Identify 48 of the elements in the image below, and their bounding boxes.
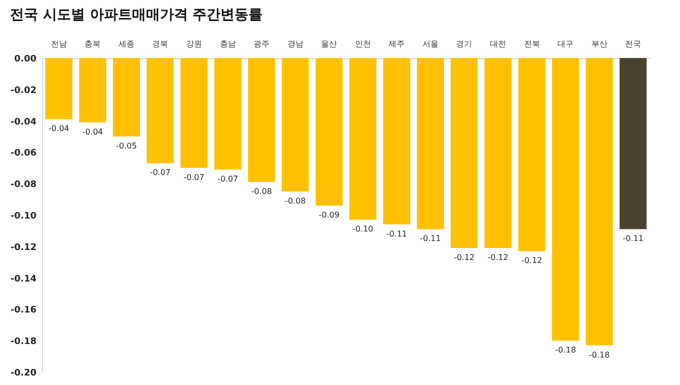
- data-label: -0.04: [48, 124, 70, 134]
- data-label: -0.11: [622, 234, 644, 244]
- data-label: -0.12: [488, 252, 508, 262]
- x-tick-label: 대전: [490, 40, 506, 48]
- chart-title: 전국 시도별 아파트매매가격 주간변동률: [10, 7, 263, 23]
- data-label: -0.18: [588, 350, 610, 360]
- data-label: -0.05: [116, 142, 137, 150]
- x-tick-label: 세종: [118, 40, 134, 48]
- y-tick-label: 0.00: [14, 54, 36, 64]
- x-tick-label: 경북: [152, 40, 168, 48]
- x-tick-label: 충남: [220, 40, 236, 48]
- x-tick-label: 전북: [524, 40, 540, 48]
- y-tick-label: -0.08: [10, 180, 36, 190]
- data-label: -0.07: [217, 174, 238, 184]
- data-label: -0.04: [82, 127, 104, 136]
- data-label: -0.18: [555, 346, 576, 355]
- data-label: -0.09: [318, 210, 340, 220]
- data-label: -0.07: [150, 168, 171, 178]
- y-tick-label: -0.02: [10, 86, 36, 96]
- y-tick-label: -0.10: [10, 212, 36, 222]
- x-tick-label: 전국: [625, 40, 642, 48]
- data-label: -0.08: [284, 196, 306, 206]
- y-tick-label: -0.06: [10, 148, 36, 159]
- data-label: -0.07: [184, 172, 204, 182]
- x-tick-label: 강원: [186, 40, 202, 48]
- x-tick-label: 경남: [287, 40, 304, 48]
- y-tick-label: -0.12: [10, 242, 36, 253]
- data-label: -0.12: [454, 252, 475, 262]
- y-tick-label: -0.16: [10, 306, 36, 316]
- x-tick-label: 부산: [591, 40, 608, 48]
- x-tick-label: 인천: [354, 40, 371, 48]
- y-tick-label: -0.20: [10, 368, 36, 378]
- x-tick-label: 제주: [388, 40, 405, 48]
- data-label: -0.11: [420, 234, 441, 244]
- x-tick-label: 울산: [321, 40, 338, 48]
- data-label: -0.10: [352, 224, 374, 234]
- x-tick-label: 대구: [558, 40, 574, 48]
- x-tick-label: 충북: [84, 40, 101, 48]
- y-tick-label: -0.14: [10, 274, 36, 284]
- x-tick-label: 전남: [50, 40, 67, 48]
- y-tick-label: -0.18: [10, 337, 36, 348]
- x-tick-label: 광주: [254, 40, 270, 48]
- x-tick-label: 경기: [456, 40, 472, 48]
- x-tick-label: 서울: [422, 40, 438, 48]
- data-label: -0.12: [521, 256, 542, 266]
- data-label: -0.11: [386, 229, 408, 238]
- data-label: -0.08: [251, 187, 272, 196]
- y-tick-label: -0.04: [10, 117, 36, 128]
